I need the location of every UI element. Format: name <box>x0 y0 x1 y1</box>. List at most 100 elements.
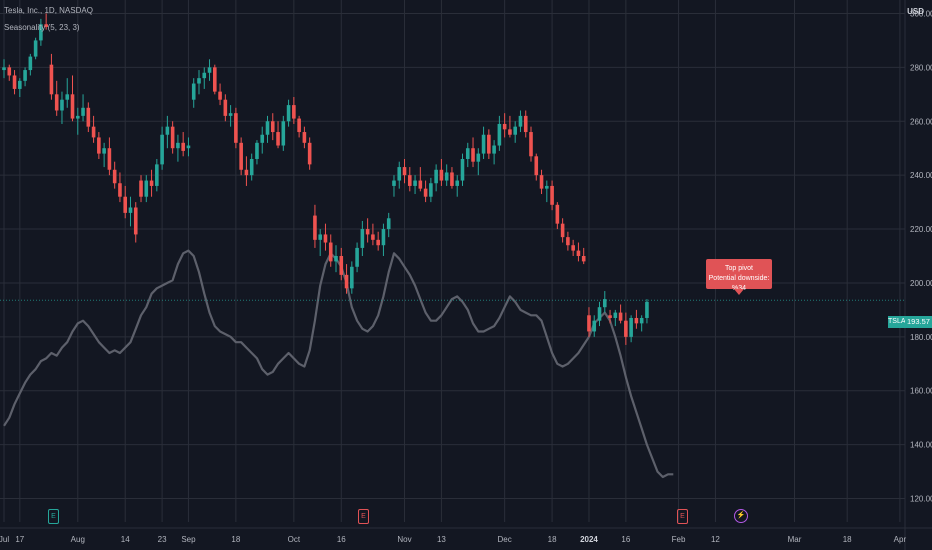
candle-body <box>365 229 370 235</box>
candle <box>65 78 70 108</box>
candle-body <box>39 24 43 41</box>
candle-body <box>91 126 96 138</box>
pivot-subtitle: Potential downside: %34 <box>708 275 770 292</box>
candle <box>444 164 449 186</box>
candle <box>513 121 517 143</box>
price-axis[interactable]: 300.00 280.00 260.00 240.00 220.00 200.00 180.… <box>910 9 932 503</box>
candle <box>550 180 554 211</box>
candle-body <box>534 156 539 176</box>
candle-body <box>481 134 486 154</box>
candle <box>476 148 481 176</box>
pivot-arrow-icon <box>734 289 744 295</box>
time-tick-label: Dec <box>498 535 512 544</box>
seasonality-line <box>3 249 674 479</box>
candle-body <box>581 256 586 262</box>
candle <box>350 261 354 294</box>
candle-body <box>276 132 280 146</box>
candle <box>339 247 344 281</box>
candle <box>645 299 649 324</box>
candle-body <box>360 229 365 248</box>
candle <box>581 247 586 265</box>
price-tick-label: 180.00 <box>910 333 932 342</box>
time-axis[interactable]: Jul 17 Aug 14 23 Sep 18 Oct 16 Nov 13 Dec 18 2024 16 Fe… <box>0 535 906 544</box>
candle <box>487 129 491 159</box>
candle <box>592 315 597 337</box>
candle-body <box>128 207 133 213</box>
candle-body <box>592 320 597 332</box>
candle-body <box>550 185 554 205</box>
candle-body <box>133 207 138 235</box>
last-price-tag: 193.57 <box>905 316 932 328</box>
candle-body <box>418 180 423 189</box>
candle-body <box>602 299 607 308</box>
indicator-legend[interactable]: Seasonality (5, 23, 3) <box>4 23 80 32</box>
candle <box>545 180 549 203</box>
candle <box>624 312 628 345</box>
candle <box>244 156 249 186</box>
price-tick-label: 120.00 <box>910 495 932 504</box>
candle-body <box>376 239 380 246</box>
candle-body <box>12 75 17 89</box>
earnings-event-icon[interactable]: E <box>677 509 688 524</box>
candle-body <box>70 94 75 119</box>
candle-body <box>639 317 644 324</box>
candle-body <box>244 169 249 176</box>
candle <box>33 37 38 60</box>
pivot-title: Top pivot <box>724 265 754 272</box>
candle <box>297 115 301 138</box>
candle <box>502 113 507 138</box>
candle-body <box>355 247 359 267</box>
candle <box>371 223 375 246</box>
candle <box>497 115 502 151</box>
candle <box>407 167 412 192</box>
candle <box>429 177 433 203</box>
candle-body <box>392 180 396 186</box>
candle <box>518 110 523 133</box>
candle-body <box>318 234 322 240</box>
candle-body <box>413 180 417 186</box>
candle-body <box>170 126 175 149</box>
earnings-event-icon[interactable]: E <box>48 509 59 524</box>
earnings-event-icon[interactable]: E <box>358 509 369 524</box>
candle <box>571 239 575 256</box>
candle-body <box>33 40 38 57</box>
candle <box>281 115 286 151</box>
split-event-icon[interactable]: ⚡ <box>734 509 748 523</box>
price-tick-label: 300.00 <box>910 9 932 18</box>
candle-body <box>118 183 122 197</box>
candle-body <box>292 105 296 119</box>
candle <box>418 167 423 192</box>
candle-body <box>497 123 502 146</box>
candle-body <box>102 148 106 154</box>
candle <box>107 137 112 176</box>
candle-body <box>239 142 243 170</box>
candle <box>307 137 312 170</box>
candle <box>455 175 460 197</box>
candle <box>450 167 454 189</box>
candle-body <box>307 142 312 165</box>
candle-body <box>86 107 91 127</box>
candle-body <box>618 312 623 321</box>
candle <box>160 126 164 170</box>
candle <box>302 126 307 149</box>
time-tick-label: 2024 <box>580 535 598 544</box>
candle <box>44 13 48 30</box>
candle-body <box>149 180 154 186</box>
candle <box>18 78 22 98</box>
candle <box>602 291 607 313</box>
candle-body <box>571 245 575 251</box>
candle-body <box>634 317 639 324</box>
time-tick-label: 14 <box>121 535 130 544</box>
price-tick-label: 160.00 <box>910 387 932 396</box>
candle <box>460 153 465 186</box>
price-tick-label: 240.00 <box>910 171 932 180</box>
currency-label[interactable]: USD <box>907 7 924 16</box>
candle-body <box>207 67 212 73</box>
symbol-title[interactable]: Tesla, Inc., 1D, NASDAQ <box>4 6 93 15</box>
candle <box>91 115 96 143</box>
candle-body <box>281 121 286 146</box>
candle-body <box>223 99 228 116</box>
candle-body <box>539 175 544 189</box>
